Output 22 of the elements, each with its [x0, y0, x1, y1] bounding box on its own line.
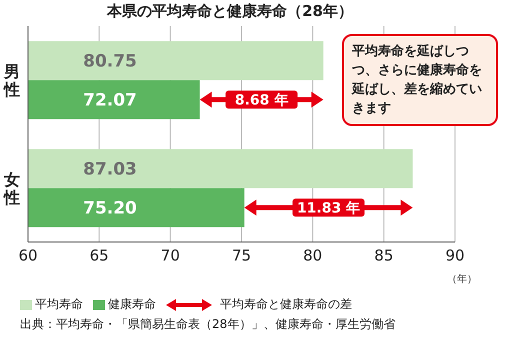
chart-title: 本県の平均寿命と健康寿命（28年） [106, 2, 354, 21]
x-tick-label: 75 [232, 246, 252, 265]
y-tick-label: 女性 [3, 170, 20, 207]
data-label: 87.03 [83, 160, 137, 180]
y-tick-label: 男性 [3, 62, 20, 99]
legend-label: 健康寿命 [107, 296, 156, 313]
data-label: 80.75 [83, 52, 137, 72]
annotation: 平均寿命を延ばしつつ、さらに健康寿命を延ばし、差を縮めていきます [342, 34, 498, 126]
x-tick-label: 65 [90, 246, 109, 265]
source-note: 出典：平均寿命・「県簡易生命表（28年）」、健康寿命・厚生労働省 [20, 316, 396, 333]
annotation: 11.83 年 [296, 200, 360, 217]
annotation: 8.68 年 [234, 92, 288, 109]
x-tick-label: 85 [374, 246, 394, 265]
x-tick-label: 80 [303, 246, 322, 265]
x-tick-label: 70 [160, 246, 180, 265]
data-label: 72.07 [83, 90, 137, 111]
text: 平均寿命と健康寿命の差 [219, 296, 352, 313]
data-label: 75.20 [83, 198, 138, 219]
legend-label: 平均寿命 [34, 296, 83, 313]
x-axis-title: （年） [447, 273, 477, 286]
x-tick-label: 90 [445, 246, 465, 265]
x-tick-label: 60 [18, 246, 38, 265]
